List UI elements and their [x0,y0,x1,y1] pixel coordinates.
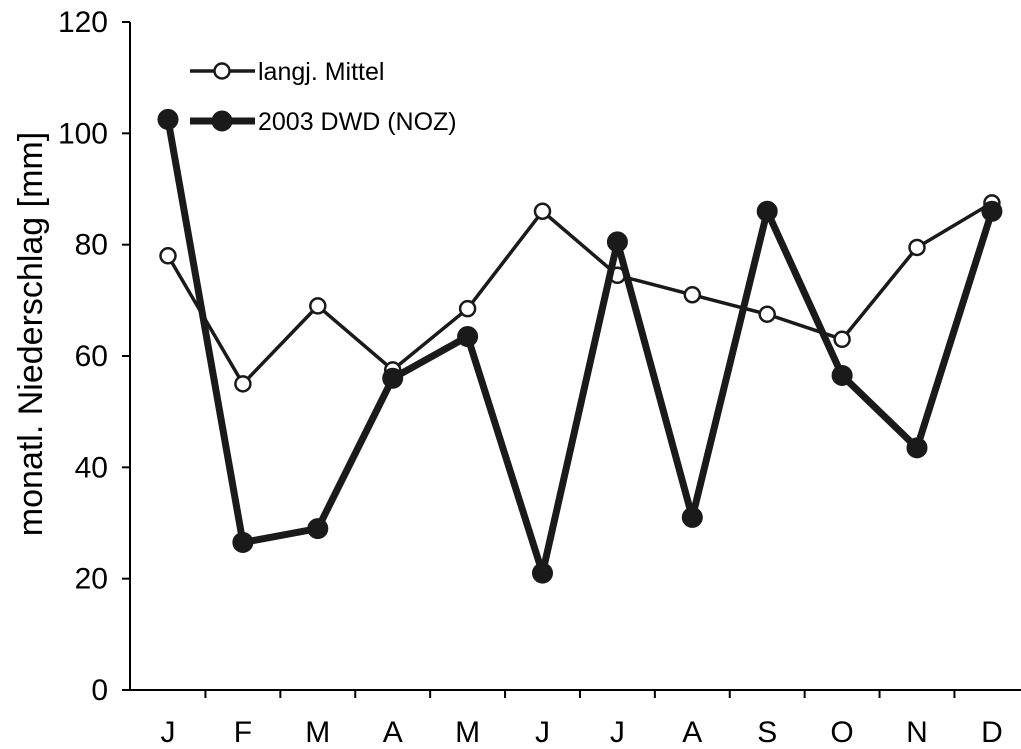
y-tick-label: 40 [75,451,108,484]
data-point [756,200,778,222]
series-line [164,118,996,577]
x-tick-label: A [682,716,702,749]
data-point [307,518,329,540]
data-point [606,231,628,253]
series-line [166,201,993,386]
x-tick-label: A [383,716,403,749]
data-point [831,364,853,386]
data-point [457,326,479,348]
series-1 [159,194,1001,393]
data-point [908,238,926,257]
legend-item: 2003 DWD (NOZ) [190,108,457,136]
data-point [234,375,252,393]
data-point [683,286,702,304]
x-tick-label: N [906,716,928,749]
y-tick-label: 80 [75,229,108,262]
x-tick-label: D [981,716,1003,749]
data-point [833,330,851,349]
x-tick-label: J [161,716,176,749]
data-point [458,299,477,318]
y-tick-label: 120 [58,6,108,39]
legend: langj. Mittel 2003 DWD (NOZ) [190,58,457,136]
data-point [382,367,404,389]
y-tick-label: 20 [75,563,108,596]
data-point [232,531,254,553]
data-point [309,297,327,315]
data-point [159,247,177,265]
data-point [758,305,776,323]
x-tick-label: J [535,716,550,749]
x-tick-label: J [610,716,625,749]
y-tick-label: 60 [75,340,108,373]
data-point [157,108,179,130]
legend-label: 2003 DWD (NOZ) [258,108,457,136]
y-axis-ticks: 0 20 40 60 80 100 120 [58,6,130,707]
legend-swatch-marker [213,62,231,80]
x-tick-label: F [234,716,252,749]
y-tick-label: 0 [91,674,108,707]
legend-item: langj. Mittel [190,58,384,86]
legend-label: langj. Mittel [258,58,384,86]
x-tick-label: M [455,716,480,749]
data-point [532,562,553,584]
legend-swatch-marker [211,110,233,132]
data-point [681,506,703,528]
x-tick-label: S [757,716,777,749]
data-point [981,200,1003,222]
series-2 [157,108,1003,584]
data-point [906,437,928,459]
x-tick-label: M [305,716,330,749]
y-tick-label: 100 [58,117,108,150]
x-tick-label: O [830,716,853,749]
data-point [533,202,552,221]
series-layer [157,108,1003,584]
y-axis-label: monatl. Niederschlag [mm] [12,132,50,536]
